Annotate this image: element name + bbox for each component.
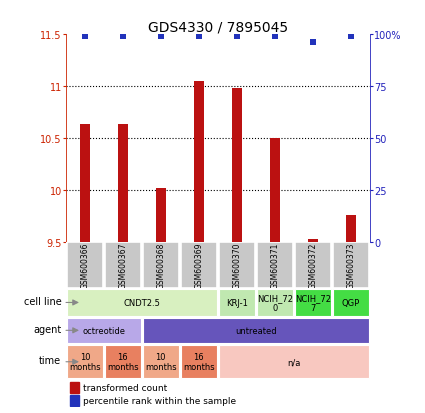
FancyBboxPatch shape	[67, 318, 141, 343]
Text: cell line: cell line	[23, 296, 61, 306]
Text: agent: agent	[33, 324, 61, 334]
Text: GSM600370: GSM600370	[232, 242, 241, 288]
Bar	[70, 382, 79, 393]
Text: NCIH_72
0: NCIH_72 0	[257, 293, 293, 312]
Text: time: time	[39, 355, 61, 365]
Text: GSM600367: GSM600367	[118, 242, 127, 288]
Text: 16
months: 16 months	[183, 352, 215, 372]
Text: GSM600373: GSM600373	[346, 242, 355, 288]
FancyBboxPatch shape	[67, 290, 217, 316]
Text: GSM600371: GSM600371	[270, 242, 279, 288]
FancyBboxPatch shape	[143, 318, 368, 343]
Text: NCIH_72
7: NCIH_72 7	[295, 293, 331, 312]
Bar	[308, 240, 317, 242]
Text: GSM600369: GSM600369	[194, 242, 203, 288]
Text: QGP: QGP	[342, 298, 360, 307]
Text: transformed count: transformed count	[83, 383, 168, 392]
FancyBboxPatch shape	[333, 290, 368, 316]
FancyBboxPatch shape	[333, 242, 368, 288]
FancyBboxPatch shape	[295, 290, 331, 316]
Bar	[232, 89, 241, 242]
Bar	[80, 125, 90, 242]
Text: 10
months: 10 months	[69, 352, 101, 372]
FancyBboxPatch shape	[67, 242, 103, 288]
FancyBboxPatch shape	[143, 346, 178, 378]
Text: KRJ-1: KRJ-1	[226, 298, 248, 307]
Text: percentile rank within the sample: percentile rank within the sample	[83, 396, 237, 405]
Text: octreotide: octreotide	[82, 326, 125, 335]
FancyBboxPatch shape	[219, 290, 255, 316]
FancyBboxPatch shape	[257, 290, 293, 316]
Text: untreated: untreated	[235, 326, 277, 335]
FancyBboxPatch shape	[143, 242, 178, 288]
Text: 16
months: 16 months	[107, 352, 139, 372]
Title: GDS4330 / 7895045: GDS4330 / 7895045	[148, 20, 288, 34]
Bar	[70, 395, 79, 406]
FancyBboxPatch shape	[219, 346, 368, 378]
FancyBboxPatch shape	[67, 346, 103, 378]
Text: CNDT2.5: CNDT2.5	[123, 298, 160, 307]
Text: 10
months: 10 months	[145, 352, 177, 372]
Text: GSM600368: GSM600368	[156, 242, 165, 288]
Bar	[118, 125, 127, 242]
Bar	[270, 138, 280, 242]
Bar	[346, 215, 355, 242]
FancyBboxPatch shape	[105, 242, 141, 288]
FancyBboxPatch shape	[181, 346, 217, 378]
FancyBboxPatch shape	[105, 346, 141, 378]
FancyBboxPatch shape	[295, 242, 331, 288]
Bar	[194, 82, 204, 242]
FancyBboxPatch shape	[257, 242, 293, 288]
Text: GSM600372: GSM600372	[308, 242, 317, 288]
FancyBboxPatch shape	[181, 242, 217, 288]
FancyBboxPatch shape	[219, 242, 255, 288]
Text: n/a: n/a	[287, 357, 300, 366]
Text: GSM600366: GSM600366	[80, 242, 89, 288]
Bar	[156, 188, 166, 242]
